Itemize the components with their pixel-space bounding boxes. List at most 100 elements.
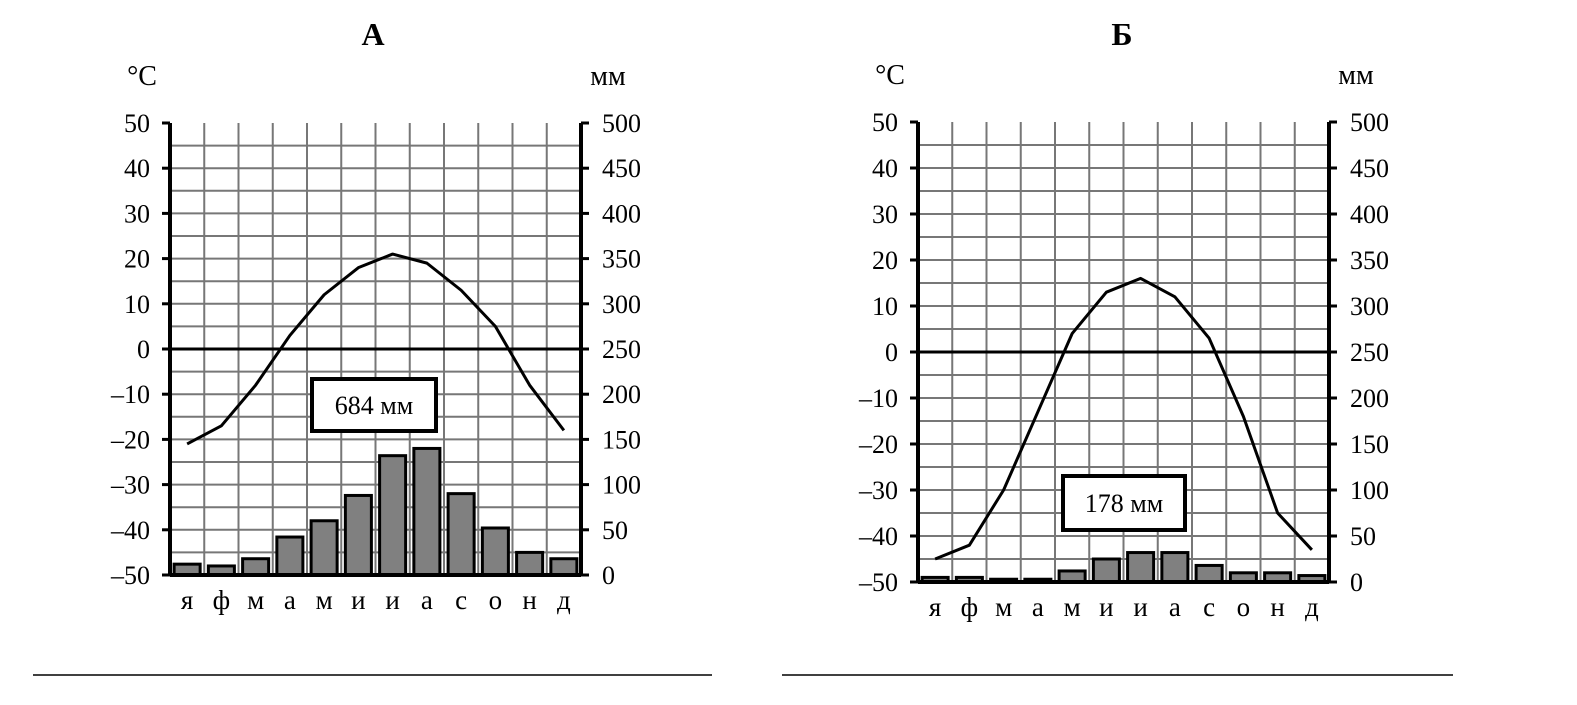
annual-total-label: 178 мм [1085,489,1163,518]
month-label: н [1270,592,1284,622]
temp-tick-label: –10 [110,380,150,409]
precip-tick-label: 200 [1350,384,1389,413]
axis-ticks: 50403020100–10–20–30–40–5050045040035030… [858,108,1389,597]
temp-tick-label: –20 [110,425,150,454]
temp-tick-label: –40 [110,516,150,545]
precipitation-bar [480,526,510,577]
month-label: м [247,585,264,615]
precip-tick-label: 400 [602,199,641,228]
precip-tick-label: 450 [602,154,641,183]
precip-tick-label: 100 [1350,476,1389,505]
month-label: о [489,585,503,615]
temp-tick-label: 20 [872,246,898,275]
temperature-line [186,252,566,446]
temp-tick-label: 30 [124,199,150,228]
precip-tick-label: 100 [602,471,641,500]
temp-tick-label: 10 [872,292,898,321]
precipitation-bar [446,492,476,577]
month-label: с [455,585,467,615]
month-label: н [522,585,536,615]
precipitation-bars [172,446,579,577]
annual-total-box [1061,474,1187,532]
temp-tick-label: –50 [858,568,898,597]
precip-axis-label: мм [590,61,626,92]
temperature-line [934,276,1313,561]
precip-tick-label: 50 [1350,522,1376,551]
precipitation-bar [412,446,442,577]
precip-tick-label: 300 [1350,292,1389,321]
temp-tick-label: 40 [872,154,898,183]
temp-tick-label: 0 [137,335,150,364]
month-label: м [1064,592,1081,622]
precip-tick-label: 350 [1350,246,1389,275]
month-label: я [181,585,193,615]
precipitation-bar [515,550,545,577]
precipitation-bar [1194,563,1224,584]
precipitation-bar [241,557,271,577]
precipitation-bar [309,519,339,577]
month-label: м [995,592,1012,622]
precip-tick-label: 150 [602,425,641,454]
temp-tick-label: –50 [110,561,150,590]
month-label: и [1099,592,1113,622]
precip-tick-label: 0 [1350,568,1363,597]
month-label: о [1237,592,1251,622]
chart-title: Б [1111,16,1132,52]
temp-tick-label: –40 [858,522,898,551]
precipitation-bar [1126,551,1156,584]
temp-axis-label: °C [875,60,905,91]
chart-title: А [361,16,384,52]
annual-total-box [310,377,438,433]
month-label: с [1203,592,1215,622]
precip-tick-label: 200 [602,380,641,409]
temp-tick-label: 20 [124,245,150,274]
month-label: и [1133,592,1147,622]
precip-tick-label: 350 [602,245,641,274]
precip-tick-label: 500 [602,109,641,138]
precip-tick-label: 50 [602,516,628,545]
axis-ticks: 50403020100–10–20–30–40–5050045040035030… [110,109,641,590]
precip-tick-label: 400 [1350,200,1389,229]
month-label: и [351,585,365,615]
month-label: а [1169,592,1181,622]
month-label: ф [213,585,231,615]
precipitation-bar [378,454,408,577]
temp-tick-label: –30 [110,471,150,500]
month-label: ф [961,592,979,622]
temp-tick-label: 30 [872,200,898,229]
temp-tick-label: –20 [858,430,898,459]
temp-tick-label: 50 [124,109,150,138]
precip-axis-label: мм [1338,60,1374,91]
precipitation-bar [343,493,373,577]
precip-tick-label: 300 [602,290,641,319]
month-label: и [385,585,399,615]
precip-tick-label: 500 [1350,108,1389,137]
chart-a: А°C мм50403020100–10–20–30–40–50500450400… [33,16,712,676]
temp-axis-label: °C [127,61,157,92]
precip-tick-label: 250 [602,335,641,364]
temp-tick-label: –30 [858,476,898,505]
precip-tick-label: 250 [1350,338,1389,367]
month-label: м [316,585,333,615]
precip-tick-label: 0 [602,561,615,590]
temp-tick-label: –10 [858,384,898,413]
temp-tick-label: 50 [872,108,898,137]
month-label: а [421,585,433,615]
temp-tick-label: 40 [124,154,150,183]
precip-tick-label: 450 [1350,154,1389,183]
month-label: а [1032,592,1044,622]
chart-b: Б°C мм50403020100–10–20–30–40–50500450400… [782,16,1453,676]
precipitation-bar [1091,557,1121,584]
annual-total-label: 684 мм [335,391,413,420]
precipitation-bar [1160,551,1190,584]
precipitation-bar [549,557,579,577]
temp-tick-label: 0 [885,338,898,367]
month-label: я [929,592,941,622]
month-label: а [284,585,296,615]
precip-tick-label: 150 [1350,430,1389,459]
precipitation-bar [275,535,305,577]
temp-tick-label: 10 [124,290,150,319]
